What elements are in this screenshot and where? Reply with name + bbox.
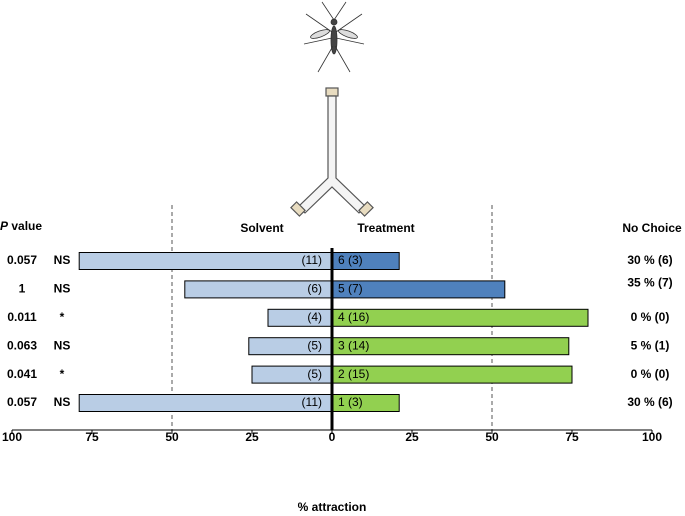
mosquito-icon xyxy=(303,1,365,73)
solvent-label: (11) xyxy=(302,253,322,267)
significance: NS xyxy=(54,282,71,296)
x-tick-label: 100 xyxy=(642,430,662,444)
x-tick-label: 25 xyxy=(245,430,259,444)
treatment-label: 4 (16) xyxy=(338,310,369,324)
p-value: 0.041 xyxy=(7,367,37,381)
p-value: 0.063 xyxy=(7,338,37,352)
treatment-label: 2 (15) xyxy=(338,367,369,381)
significance: * xyxy=(60,367,65,381)
olfactometer-icon xyxy=(290,87,374,217)
p-value: 1 xyxy=(19,282,26,296)
treatment-label: 3 (14) xyxy=(338,338,369,352)
no-choice-value: 0 % (0) xyxy=(631,310,670,324)
no-choice-header: No Choice xyxy=(622,221,682,235)
p-value: 0.057 xyxy=(7,395,37,409)
treatment-label: 5 (7) xyxy=(338,282,363,296)
solvent-bar xyxy=(78,394,333,412)
solvent-bar xyxy=(267,308,333,327)
solvent-label: (6) xyxy=(307,282,322,296)
solvent-label: (5) xyxy=(307,338,322,352)
no-choice-value: 30 % (6) xyxy=(627,253,672,267)
x-tick-label: 50 xyxy=(485,430,499,444)
significance: NS xyxy=(54,338,71,352)
x-tick-label: 75 xyxy=(565,430,579,444)
x-tick-label: 0 xyxy=(329,430,336,444)
no-choice-value: 5 % (1) xyxy=(631,338,670,352)
significance: * xyxy=(60,310,65,324)
treatment-label: 6 (3) xyxy=(338,253,363,267)
treatment-bar xyxy=(331,308,589,327)
significance: NS xyxy=(54,395,71,409)
solvent-label: (4) xyxy=(307,310,322,324)
significance: NS xyxy=(54,253,71,267)
x-tick-label: 100 xyxy=(2,430,22,444)
solvent-label: (5) xyxy=(307,367,322,381)
no-choice-value: 0 % (0) xyxy=(631,367,670,381)
p-value: 0.057 xyxy=(7,253,37,267)
legend-treatment: Treatment xyxy=(357,221,414,235)
x-axis-label: % attraction xyxy=(298,500,367,514)
solvent-label: (11) xyxy=(302,395,322,409)
x-tick-label: 25 xyxy=(405,430,419,444)
legend-solvent: Solvent xyxy=(240,221,283,235)
no-choice-value: 30 % (6) xyxy=(627,395,672,409)
x-tick-label: 75 xyxy=(85,430,99,444)
p-value-header: P value xyxy=(0,219,42,233)
p-value: 0.011 xyxy=(7,310,37,324)
solvent-bar xyxy=(78,252,333,270)
x-tick-label: 50 xyxy=(165,430,179,444)
treatment-label: 1 (3) xyxy=(338,395,363,409)
no-choice-value: 35 % (7) xyxy=(627,276,672,290)
